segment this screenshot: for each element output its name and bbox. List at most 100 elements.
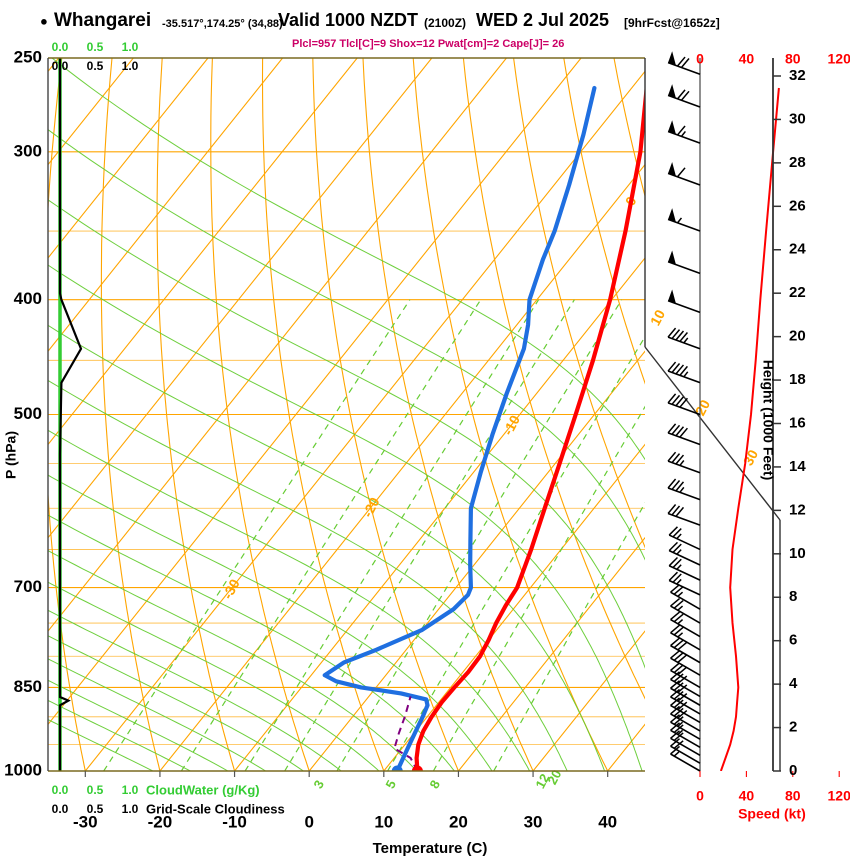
barb-full-10 (673, 690, 684, 700)
cloudiness-tick-bottom: 1.0 (122, 802, 139, 816)
height-tick-label: 2 (789, 719, 797, 736)
speed-profile (719, 87, 780, 771)
wind-barb (670, 688, 701, 715)
saturated-adiabat (48, 199, 645, 669)
barb-full-10 (670, 730, 681, 739)
barb-full-10 (675, 481, 685, 492)
cloud-axes: 0.0 0.0 0.0 0.0 0.5 0.5 0.5 0.5 1.0 1.0 1.0 1.0 Clou… (52, 40, 285, 816)
barb-shaft (670, 721, 701, 740)
saturated-adiabat (48, 635, 304, 771)
isotherm-label-outer: 10 (647, 307, 669, 328)
barb-shaft (667, 487, 701, 501)
barb-full-10 (675, 364, 685, 375)
pressure-axis: 250 300 400 500 700 850 1000 P (hPa) (3, 47, 42, 779)
cloudiness-axis-label: Grid-Scale Cloudiness (146, 801, 285, 816)
isotherm (532, 630, 645, 771)
isotherm (48, 58, 209, 259)
height-tick-label: 16 (789, 414, 806, 431)
barb-half-5 (676, 578, 682, 585)
height-tick-label: 8 (789, 588, 797, 605)
isotherm-label: -10 (499, 412, 523, 438)
barb-full-10 (667, 423, 677, 434)
barb-shaft (667, 61, 701, 75)
cloudiness-tick-bottom: 0.0 (52, 802, 69, 816)
height-tick-label: 32 (789, 67, 806, 84)
barb-full-10 (672, 543, 682, 553)
barb-shaft (667, 260, 701, 275)
barb-full-10 (677, 666, 688, 676)
isotherm (48, 58, 284, 353)
barb-half-5 (676, 549, 682, 555)
barb-half-5 (679, 460, 685, 466)
wind-barb (667, 51, 701, 75)
barb-shaft (670, 713, 701, 732)
isotherm (48, 58, 507, 632)
wind-barb (670, 597, 701, 624)
dry-adiabat (613, 58, 645, 199)
saturated-adiabat (48, 581, 380, 771)
height-tick-label: 12 (789, 501, 806, 518)
valid-date: WED 2 Jul 2025 (476, 10, 609, 30)
barb-full-10 (673, 639, 684, 649)
barb-full-10 (673, 740, 684, 749)
mixing-ratio-line (432, 405, 645, 771)
station-name: Whangarei (54, 10, 151, 31)
wind-barb (668, 526, 701, 551)
valid-utc: (2100Z) (424, 16, 466, 30)
barb-shaft (670, 678, 701, 698)
saturated-adiabat (48, 679, 229, 771)
pressure-tick-label: 850 (14, 677, 42, 696)
saturated-adiabat (48, 324, 606, 771)
stability-indices: Plcl=957 Tlcl[C]=9 Shox=12 Pwat[cm]=2 Ca… (292, 38, 564, 50)
barb-flag-50 (668, 162, 676, 177)
barb-full-10 (673, 724, 684, 733)
barb-shaft (670, 729, 701, 749)
pressure-tick-label: 1000 (4, 760, 42, 779)
height-tick-label: 10 (789, 545, 806, 562)
barb-shaft (670, 696, 701, 715)
barb-full-10 (670, 650, 681, 659)
speed-tick-bottom: 80 (785, 788, 801, 804)
temperature-tick-label: 10 (374, 812, 393, 831)
surface-temperature (411, 765, 423, 771)
speed-tick-bottom: 40 (739, 788, 755, 804)
temperature-tick-label: 40 (598, 812, 617, 831)
barb-full-10 (673, 682, 684, 691)
barb-half-5 (677, 721, 684, 727)
barb-full-10 (670, 662, 681, 671)
saturated-adiabat (51, 58, 645, 461)
mixing-ratio-line (387, 335, 645, 771)
mixing-ratio-label: 3 (310, 778, 327, 791)
barb-flag-50 (668, 51, 676, 66)
barb-full-10 (670, 722, 681, 731)
wind-barb (668, 556, 701, 581)
saturated-adiabat (48, 474, 493, 771)
barb-full-10 (671, 453, 681, 464)
speed-tick-bottom: 0 (696, 788, 704, 804)
height-tick-label: 18 (789, 371, 806, 388)
wind-barb (670, 624, 701, 651)
isotherm (308, 350, 645, 771)
dry-adiabat (48, 58, 86, 771)
isotherm-outer: 20 (692, 397, 714, 418)
speed-axis-label: Speed (kt) (738, 806, 806, 822)
barb-full-10 (670, 688, 681, 698)
parcel-trace (393, 696, 419, 771)
isotherm (48, 58, 358, 446)
barb-full-10 (668, 541, 678, 552)
barb-full-10 (673, 707, 684, 717)
barb-full-10 (672, 528, 682, 538)
barb-shaft (667, 432, 701, 446)
height-tick-label: 26 (789, 197, 806, 214)
dry-adiabat (513, 58, 645, 549)
isotherm-labels: 0-10-20-30 (219, 412, 523, 601)
cloud-profiles (58, 58, 83, 771)
saturated-adiabat (48, 699, 191, 771)
barb-flag-50 (668, 289, 676, 304)
barb-shaft (670, 745, 701, 764)
height-tick-label: 24 (789, 241, 806, 258)
barb-full-10 (676, 167, 686, 178)
saturated-adiabat (48, 128, 645, 561)
mixing-ratio-label: 20 (544, 767, 564, 787)
dry-adiabat (412, 58, 609, 771)
